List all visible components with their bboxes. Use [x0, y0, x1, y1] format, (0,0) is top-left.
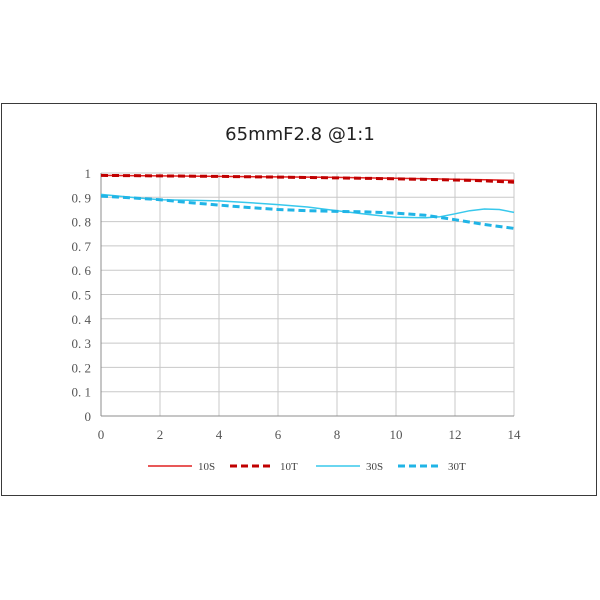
- grid: [101, 172, 515, 416]
- y-tick-label: 0. 5: [72, 288, 92, 303]
- x-tick-label: 4: [216, 427, 223, 442]
- y-tick-label: 0. 7: [72, 239, 92, 254]
- y-tick-label: 0. 3: [72, 336, 92, 351]
- y-tick-label: 0. 4: [72, 312, 92, 327]
- y-tick-label: 0. 2: [72, 360, 92, 375]
- legend-label-30t: 30T: [448, 461, 466, 473]
- chart-frame: [1, 103, 597, 496]
- y-tick-label: 0. 8: [72, 215, 92, 230]
- chart-title: 65mmF2.8 @1:1: [225, 124, 375, 145]
- x-tick-label: 2: [157, 427, 164, 442]
- series-line-30s: [100, 193, 515, 219]
- y-tick-label: 1: [85, 166, 92, 181]
- y-tick-label: 0. 1: [72, 385, 92, 400]
- x-tick-label: 8: [334, 427, 341, 442]
- x-tick-label: 0: [98, 427, 105, 442]
- y-tick-label: 0: [85, 409, 92, 424]
- x-tick-label: 10: [390, 427, 403, 442]
- y-tick-labels: 0 0. 1 0. 2 0. 3 0. 4 0. 5 0. 6 0. 7 0. 8 0. 9 1: [72, 166, 92, 424]
- y-tick-label: 0. 9: [72, 190, 92, 205]
- x-tick-labels: 0 2 4 6 8 10 12 14: [98, 427, 521, 442]
- legend: 10S 10T 30S 30T: [148, 461, 466, 473]
- legend-label-30s: 30S: [366, 461, 383, 473]
- legend-label-10s: 10S: [198, 461, 215, 473]
- series-line-10t: [100, 173, 515, 184]
- x-tick-label: 6: [275, 427, 282, 442]
- y-tick-label: 0. 6: [72, 263, 92, 278]
- legend-label-10t: 10T: [280, 461, 298, 473]
- series-line-30t: [100, 194, 515, 230]
- series-lines: [100, 173, 515, 230]
- x-tick-label: 14: [508, 427, 522, 442]
- axes: [100, 173, 514, 417]
- x-tick-label: 12: [449, 427, 462, 442]
